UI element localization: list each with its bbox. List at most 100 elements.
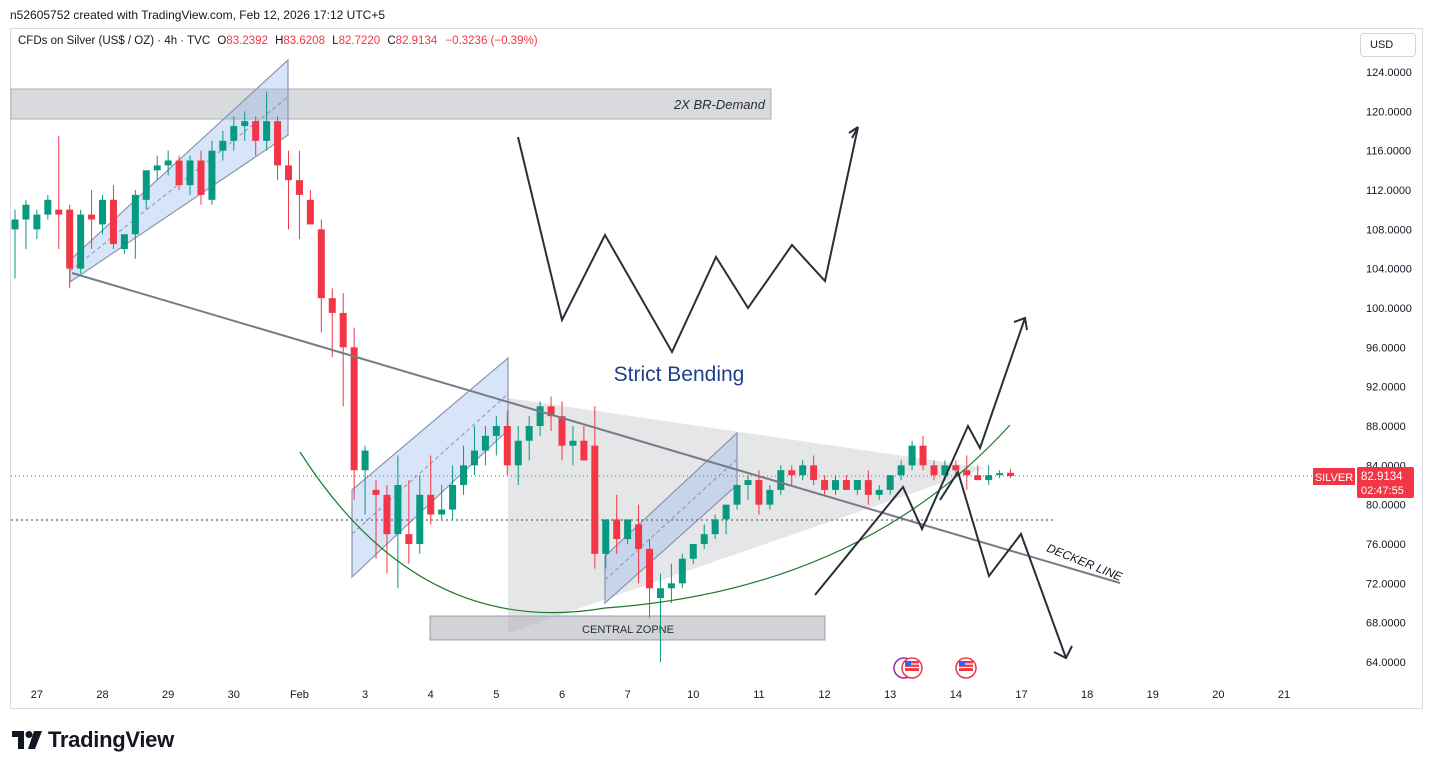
candle-body[interactable] (547, 406, 555, 417)
candle-body[interactable] (810, 465, 818, 481)
candle-body[interactable] (230, 126, 238, 141)
candle-body[interactable] (470, 450, 478, 466)
candle-body[interactable] (142, 170, 150, 200)
candle-body[interactable] (996, 473, 1004, 476)
candle-body[interactable] (602, 519, 610, 554)
candle-body[interactable] (525, 426, 533, 441)
projection-path-1[interactable] (517, 126, 859, 355)
candle-body[interactable] (383, 494, 391, 535)
candle-body[interactable] (842, 480, 850, 490)
candle-body[interactable] (700, 534, 708, 544)
candle-body[interactable] (974, 475, 982, 481)
candle-body[interactable] (580, 440, 588, 461)
symbol-legend[interactable]: CFDs on Silver (US$ / OZ) · 4h · TVC O83… (18, 35, 538, 47)
projection-path-2[interactable] (814, 317, 1026, 596)
candle-body[interactable] (350, 347, 358, 471)
us-flag-event-icon[interactable] (955, 657, 977, 679)
candle-body[interactable] (219, 140, 227, 151)
candle-body[interactable] (175, 160, 183, 186)
candle-body[interactable] (722, 504, 730, 520)
candle-body[interactable] (853, 480, 861, 490)
candle-body[interactable] (558, 416, 566, 446)
candle-body[interactable] (241, 121, 249, 127)
candle-body[interactable] (941, 465, 949, 476)
candle-body[interactable] (394, 485, 402, 535)
candle-body[interactable] (492, 426, 500, 436)
candle-body[interactable] (416, 494, 424, 544)
candle-body[interactable] (821, 480, 829, 490)
currency-button[interactable]: USD (1360, 33, 1416, 57)
candle-body[interactable] (109, 199, 117, 245)
time-axis[interactable]: 27 28 29 30 Feb 3 4 5 6 7 10 11 12 13 14 17 18 19 20 21 (31, 689, 1290, 701)
candle-body[interactable] (306, 199, 314, 225)
candle-body[interactable] (646, 548, 654, 589)
candle-body[interactable] (22, 204, 30, 220)
chart-panel[interactable] (10, 28, 1423, 709)
candle-body[interactable] (635, 524, 643, 549)
channel-2[interactable] (351, 356, 509, 579)
candle-body[interactable] (952, 465, 960, 471)
candle-body[interactable] (164, 160, 172, 166)
candle-body[interactable] (438, 509, 446, 515)
candle-body[interactable] (744, 480, 752, 485)
candle-body[interactable] (536, 406, 544, 426)
candle-body[interactable] (689, 544, 697, 559)
candle-body[interactable] (919, 445, 927, 466)
candle-body[interactable] (449, 485, 457, 510)
candle-body[interactable] (252, 121, 260, 141)
candle-body[interactable] (285, 165, 292, 181)
economic-event-icon[interactable] (893, 657, 923, 679)
price-axis[interactable]: 124.0000 120.0000 116.0000 112.0000 108.0000… (1366, 67, 1412, 669)
candle-body[interactable] (678, 558, 686, 584)
candle-body[interactable] (667, 583, 675, 589)
candle-body[interactable] (405, 534, 413, 544)
candle-body[interactable] (777, 470, 785, 490)
candle-body[interactable] (120, 234, 128, 249)
central-zone-rect[interactable] (429, 615, 826, 641)
candle-body[interactable] (886, 475, 894, 490)
rounding-bottom-curve[interactable] (299, 424, 1011, 614)
candle-body[interactable] (361, 450, 369, 471)
candle-body[interactable] (88, 214, 96, 220)
candle-body[interactable] (897, 465, 905, 476)
candle-body[interactable] (55, 209, 63, 215)
candle-body[interactable] (131, 194, 139, 235)
candle-body[interactable] (77, 214, 85, 269)
candle-body[interactable] (875, 489, 883, 495)
candle-body[interactable] (481, 435, 489, 451)
candle-body[interactable] (930, 465, 938, 476)
candle-body[interactable] (591, 445, 599, 554)
pennant-triangle[interactable] (508, 398, 985, 633)
candle-body[interactable] (733, 485, 741, 505)
decker-trendline[interactable] (71, 272, 1121, 584)
symbol-title[interactable]: CFDs on Silver (US$ / OZ) · 4h · TVC (18, 35, 211, 47)
candle-body[interactable] (1007, 472, 1015, 477)
candle-body[interactable] (963, 470, 971, 476)
candle-body[interactable] (864, 480, 872, 495)
candle-body[interactable] (788, 470, 796, 476)
candle-body[interactable] (153, 165, 161, 171)
candle-body[interactable] (197, 160, 205, 195)
candle-body[interactable] (766, 489, 774, 505)
candle-body[interactable] (613, 519, 621, 540)
candle-body[interactable] (44, 199, 52, 215)
candle-body[interactable] (656, 588, 664, 599)
candle-body[interactable] (832, 480, 839, 490)
candle-body[interactable] (514, 440, 522, 466)
candle-body[interactable] (328, 298, 336, 313)
candle-body[interactable] (11, 219, 19, 230)
tradingview-logo[interactable]: TradingView (12, 727, 174, 752)
candle-body[interactable] (33, 214, 41, 230)
candle-body[interactable] (274, 121, 282, 166)
candle-body[interactable] (985, 475, 993, 481)
projection-path-3[interactable] (939, 469, 1067, 659)
candle-body[interactable] (755, 480, 763, 505)
candle-body[interactable] (186, 160, 194, 186)
candle-body[interactable] (427, 494, 435, 515)
candle-body[interactable] (624, 519, 632, 540)
candle-body[interactable] (208, 150, 216, 200)
candle-body[interactable] (317, 229, 325, 299)
candle-body[interactable] (711, 519, 719, 535)
demand-zone-rect[interactable] (10, 88, 772, 120)
